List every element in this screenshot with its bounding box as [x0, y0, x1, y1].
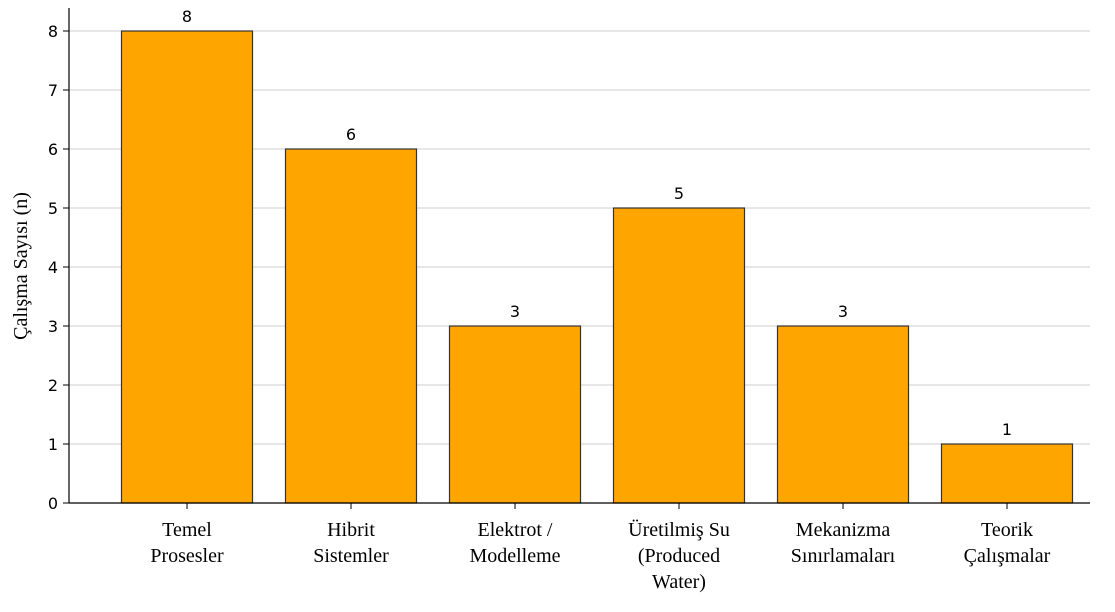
x-tick-label: (Produced	[638, 545, 720, 567]
x-tick-label: Water)	[652, 571, 706, 593]
y-tick-label: 4	[48, 258, 58, 277]
y-tick-label: 0	[48, 494, 58, 513]
y-tick-label: 2	[48, 376, 58, 395]
y-tick-label: 6	[48, 140, 58, 159]
data-label: 5	[674, 184, 684, 203]
x-tick-label: Üretilmiş Su	[628, 518, 730, 541]
data-label: 3	[838, 302, 848, 321]
x-tick-label: Teorik	[981, 519, 1033, 541]
x-tick-label: Modelleme	[469, 545, 560, 567]
bar	[940, 443, 1074, 504]
y-tick-label: 8	[48, 22, 58, 41]
x-tick-label: Sistemler	[313, 545, 389, 567]
bar	[612, 207, 746, 504]
bar	[448, 325, 582, 504]
x-tick-label: Elektrot /	[478, 519, 553, 541]
y-axis-label: Çalışma Sayısı (n)	[10, 192, 32, 340]
y-ticks: 0 1 2 3 4 5 6 7 8	[48, 22, 69, 513]
data-label: 8	[182, 7, 192, 26]
y-tick-label: 1	[48, 435, 58, 454]
bar	[120, 30, 254, 504]
x-tick-label: Mekanizma	[796, 519, 891, 541]
x-tick-label: Hibrit	[327, 519, 375, 541]
data-label: 6	[346, 125, 356, 144]
bar	[284, 148, 418, 504]
y-tick-label: 5	[48, 199, 58, 218]
data-label: 3	[510, 302, 520, 321]
y-tick-label: 3	[48, 317, 58, 336]
x-tick-label: Çalışmalar	[964, 545, 1051, 567]
bar	[776, 325, 910, 504]
data-labels: 8 6 3 5 3 1	[182, 7, 1012, 439]
bars	[120, 30, 1074, 504]
y-tick-label: 7	[48, 81, 58, 100]
x-tick-label: Temel	[162, 519, 212, 541]
x-ticks: Temel Prosesler Hibrit Sistemler Elektrot / M…	[150, 503, 1051, 593]
x-tick-label: Prosesler	[150, 545, 224, 567]
x-tick-label: Sınırlamaları	[791, 545, 896, 567]
data-label: 1	[1002, 420, 1012, 439]
